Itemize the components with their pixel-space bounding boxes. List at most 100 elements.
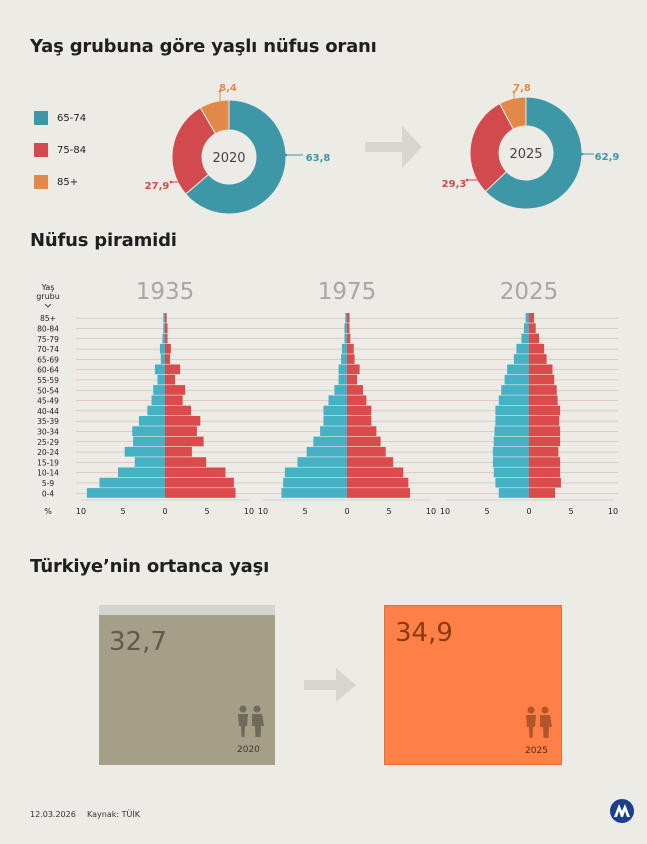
pyramid-tick-label: 0: [526, 507, 531, 516]
legend-label: 75-84: [57, 144, 87, 156]
donut-value-label: 8,4: [219, 83, 237, 94]
pyramid-bar-left: [344, 323, 347, 333]
donut-section-title: Yaş grubuna göre yaşlı nüfus oranı: [30, 36, 377, 57]
pyramid-bar-left: [151, 395, 165, 406]
pyramid-bar-left: [147, 405, 165, 416]
median-year-label: 2020: [237, 745, 260, 755]
people-icon: [526, 706, 552, 738]
pyramid-tick-label: 10: [440, 507, 450, 516]
age-group-label: 70-74: [37, 345, 59, 354]
age-group-label: 75-79: [37, 335, 59, 344]
pyramid-bar-left: [132, 426, 165, 436]
pyramid-bar-right: [347, 446, 386, 457]
pyramid-bar-left: [154, 364, 165, 375]
age-group-label: 80-84: [37, 324, 59, 333]
pyramid-tick-label: 10: [76, 507, 86, 516]
people-icon: [238, 705, 264, 737]
pyramid-bar-left: [162, 333, 165, 344]
pyramid-bar-right: [529, 488, 556, 498]
pyramid-bar-right: [529, 457, 561, 467]
aa-logo: [609, 798, 635, 824]
pyramid-bar-left: [163, 313, 165, 323]
pyramid-tick-label: 5: [204, 507, 209, 516]
legend-item-75-84: 75-84: [34, 143, 86, 157]
donut-slice-85-plus: [199, 99, 230, 135]
pyramid-bar-right: [165, 477, 234, 488]
age-group-label: 35-39: [37, 417, 59, 426]
median-age-value: 34,9: [395, 618, 453, 648]
pyramid-bar-left: [345, 313, 347, 323]
pyramid-bar-right: [165, 395, 183, 406]
pyramid-bar-right: [165, 364, 181, 375]
pyramid-bar-right: [165, 385, 186, 395]
legend-item-65-74: 65-74: [34, 111, 86, 125]
donut-leader-dot: [512, 90, 516, 94]
donut-value-label: 62,9: [595, 152, 620, 163]
aa-logo-mark: [610, 799, 634, 823]
pyramid-year-title: 1935: [136, 279, 195, 305]
donut-value-label: 7,8: [513, 83, 531, 94]
arrow-right-icon: [365, 126, 422, 168]
donut-leader-dot: [169, 180, 173, 184]
pyramid-tick-label: 10: [426, 507, 436, 516]
pyramid-bar-left: [492, 457, 529, 467]
pyramid-bar-right: [165, 446, 192, 457]
pyramid-bar-left: [495, 405, 529, 416]
pyramid-bar-right: [347, 395, 367, 406]
pyramid-bar-right: [347, 416, 372, 426]
pyramid-bar-left: [504, 374, 529, 385]
pyramid-bar-right: [165, 354, 171, 364]
pyramid-bar-right: [529, 343, 545, 354]
pyramid-bar-left: [493, 467, 529, 478]
pyramid-bar-left: [133, 436, 165, 447]
pyramid-bar-right: [347, 426, 377, 436]
pyramid-bar-left: [494, 426, 529, 436]
median-age-value: 32,7: [109, 627, 167, 657]
pyramid-bar-right: [529, 354, 547, 364]
pyramid-year-title: 2025: [500, 279, 559, 305]
age-group-label: 65-69: [37, 355, 59, 364]
pyramid-bar-left: [341, 343, 347, 354]
pyramid-bar-right: [347, 374, 358, 385]
pyramid-bar-left: [334, 385, 347, 395]
pyramid-bar-right: [347, 385, 363, 395]
pyramid-section-title: Nüfus piramidi: [30, 230, 177, 251]
pyramid-bar-left: [157, 374, 165, 385]
donut-leader-dot: [284, 153, 288, 157]
pyramid-bar-right: [347, 364, 360, 375]
pyramid-bar-right: [529, 333, 540, 344]
donut-slice-75-84: [469, 102, 514, 193]
pyramid-bar-right: [347, 488, 410, 498]
pyramid-bar-left: [341, 354, 347, 364]
pyramid-bar-left: [306, 446, 347, 457]
pyramid-bar-right: [529, 385, 557, 395]
pyramid-bar-left: [513, 354, 529, 364]
legend-swatch-65-74: [34, 111, 48, 125]
pyramid-bar-left: [338, 374, 347, 385]
donut-center-year: 2020: [212, 151, 245, 166]
pyramid-bar-right: [529, 416, 560, 426]
pyramid-bar-left: [159, 343, 165, 354]
pyramid-bar-right: [347, 323, 350, 333]
age-group-label: 40-44: [37, 407, 59, 416]
median-section-title: Türkiye’nin ortanca yaşı: [30, 556, 270, 577]
donut-value-label: 29,3: [442, 179, 467, 190]
pyramid-tick-label: 0: [344, 507, 349, 516]
pyramid-bar-left: [297, 457, 347, 467]
age-group-label: 0-4: [42, 489, 54, 498]
pyramid-bar-left: [313, 436, 347, 447]
pyramid-bar-right: [165, 488, 236, 498]
donut-leader-dot: [580, 152, 584, 156]
pyramid-bar-right: [165, 374, 176, 385]
age-group-label: 60-64: [37, 366, 59, 375]
donut-slice-65-74: [484, 96, 583, 210]
pyramid-tick-label: 10: [258, 507, 268, 516]
pyramid-bar-right: [529, 446, 559, 457]
arrow-right-icon: [304, 668, 356, 702]
median-age-card-2025: 34,9 2025: [384, 605, 562, 765]
pyramid-bar-left: [344, 333, 347, 344]
median-card-top-strip: [99, 605, 275, 615]
pyramid-bar-right: [529, 436, 561, 447]
pyramid-bar-right: [165, 436, 204, 447]
